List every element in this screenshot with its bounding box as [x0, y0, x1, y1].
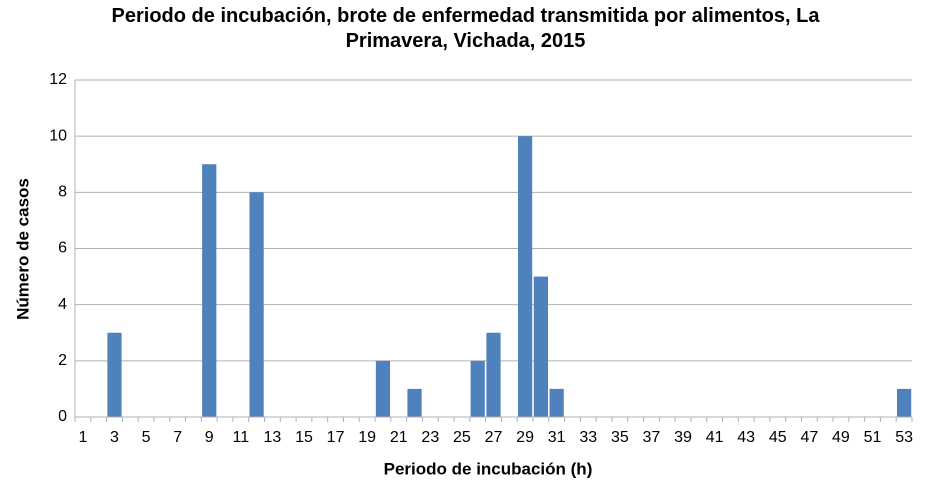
y-tick-label: 10: [49, 127, 67, 144]
bar: [486, 332, 501, 417]
x-tick-label: 51: [864, 429, 882, 446]
x-tick-label: 13: [264, 429, 282, 446]
bar: [517, 136, 533, 417]
y-tick-label: 2: [58, 352, 67, 369]
x-tick-label: 31: [548, 429, 566, 446]
y-tick-label: 8: [58, 184, 67, 201]
title-box: Periodo de incubación, brote de enfermed…: [0, 4, 931, 54]
x-tick-label: 19: [358, 429, 376, 446]
x-tick-label: 3: [110, 429, 119, 446]
bar: [896, 388, 912, 417]
x-tick-label: 21: [390, 429, 408, 446]
bar: [107, 332, 122, 417]
y-tick-label: 4: [58, 296, 67, 313]
x-tick-label: 9: [205, 429, 214, 446]
x-tick-label: 5: [142, 429, 151, 446]
bar: [375, 360, 391, 417]
chart-title: Periodo de incubación, brote de enfermed…: [111, 5, 820, 52]
x-tick-label: 45: [769, 429, 787, 446]
x-tick-label: 39: [674, 429, 692, 446]
x-tick-label: 35: [611, 429, 629, 446]
x-axis-label: Periodo de incubación (h): [384, 459, 593, 478]
x-tick-label: 15: [295, 429, 313, 446]
bar: [549, 388, 564, 417]
y-tick-label: 12: [49, 71, 67, 88]
x-tick-label: 17: [327, 429, 345, 446]
y-axis-label: Número de casos: [13, 178, 32, 320]
x-tick-label: 1: [78, 429, 87, 446]
x-tick-label: 27: [485, 429, 503, 446]
bar: [533, 276, 548, 417]
bar: [407, 388, 422, 417]
x-tick-label: 47: [800, 429, 818, 446]
x-tick-label: 49: [832, 429, 850, 446]
x-tick-label: 25: [453, 429, 471, 446]
y-tick-label: 6: [58, 240, 67, 257]
bar: [202, 164, 217, 417]
x-tick-label: 7: [173, 429, 182, 446]
y-tick-label: 0: [58, 408, 67, 425]
x-tick-label: 43: [737, 429, 755, 446]
x-tick-label: 53: [895, 429, 913, 446]
x-tick-label: 37: [643, 429, 661, 446]
x-tick-label: 11: [233, 429, 250, 446]
x-tick-label: 41: [706, 429, 724, 446]
x-tick-label: 29: [516, 429, 534, 446]
bar: [249, 192, 264, 417]
x-tick-label: 33: [579, 429, 597, 446]
x-tick-label: 23: [421, 429, 439, 446]
bar: [470, 360, 485, 417]
